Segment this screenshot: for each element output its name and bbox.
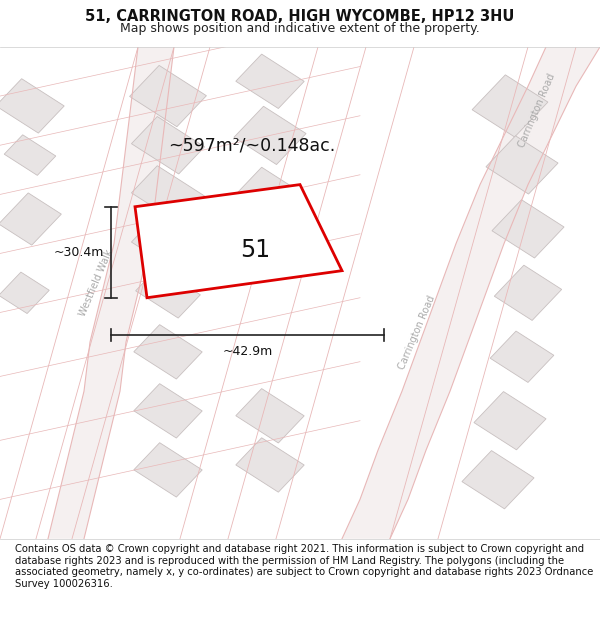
Text: ~597m²/~0.148ac.: ~597m²/~0.148ac.: [168, 136, 335, 154]
Text: Contains OS data © Crown copyright and database right 2021. This information is : Contains OS data © Crown copyright and d…: [15, 544, 593, 589]
Polygon shape: [494, 265, 562, 321]
Polygon shape: [135, 184, 342, 298]
Polygon shape: [131, 215, 205, 272]
Polygon shape: [236, 54, 304, 109]
Polygon shape: [48, 47, 174, 539]
Polygon shape: [462, 451, 534, 509]
Polygon shape: [0, 193, 61, 245]
Polygon shape: [486, 136, 558, 194]
Polygon shape: [134, 442, 202, 497]
Polygon shape: [492, 200, 564, 258]
Polygon shape: [236, 168, 304, 222]
Polygon shape: [234, 106, 306, 164]
Polygon shape: [131, 116, 205, 174]
Text: Map shows position and indicative extent of the property.: Map shows position and indicative extent…: [120, 22, 480, 35]
Polygon shape: [236, 389, 304, 443]
Text: Carrington Road: Carrington Road: [397, 294, 437, 371]
Polygon shape: [490, 331, 554, 382]
Polygon shape: [130, 66, 206, 127]
Polygon shape: [134, 324, 202, 379]
Polygon shape: [342, 47, 600, 539]
Polygon shape: [134, 384, 202, 438]
Text: Carrington Road: Carrington Road: [517, 72, 557, 149]
Polygon shape: [136, 268, 200, 318]
Polygon shape: [131, 166, 205, 223]
Text: 51, CARRINGTON ROAD, HIGH WYCOMBE, HP12 3HU: 51, CARRINGTON ROAD, HIGH WYCOMBE, HP12 …: [85, 9, 515, 24]
Text: ~42.9m: ~42.9m: [223, 346, 272, 359]
Text: 51: 51: [240, 238, 270, 262]
Text: Westfield Walk: Westfield Walk: [77, 248, 115, 318]
Polygon shape: [4, 135, 56, 176]
Polygon shape: [474, 392, 546, 450]
Text: ~30.4m: ~30.4m: [53, 246, 104, 259]
Polygon shape: [472, 75, 548, 137]
Polygon shape: [0, 79, 64, 133]
Polygon shape: [236, 438, 304, 492]
Polygon shape: [0, 272, 49, 314]
